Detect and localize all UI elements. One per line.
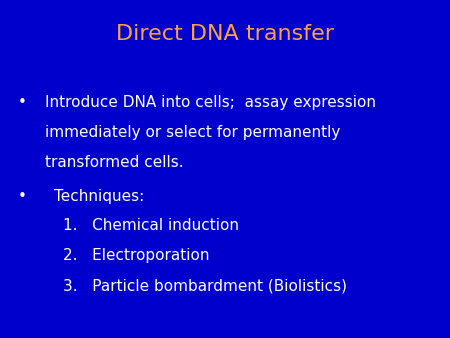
Text: Techniques:: Techniques: — [54, 189, 144, 204]
Text: •: • — [18, 189, 27, 204]
Text: immediately or select for permanently: immediately or select for permanently — [45, 125, 340, 140]
Text: •: • — [18, 95, 27, 110]
Text: transformed cells.: transformed cells. — [45, 155, 184, 170]
Text: Introduce DNA into cells;  assay expression: Introduce DNA into cells; assay expressi… — [45, 95, 376, 110]
Text: 2.   Electroporation: 2. Electroporation — [63, 248, 210, 263]
Text: Direct DNA transfer: Direct DNA transfer — [116, 24, 334, 44]
Text: 1.   Chemical induction: 1. Chemical induction — [63, 218, 239, 233]
Text: 3.   Particle bombardment (Biolistics): 3. Particle bombardment (Biolistics) — [63, 279, 347, 294]
